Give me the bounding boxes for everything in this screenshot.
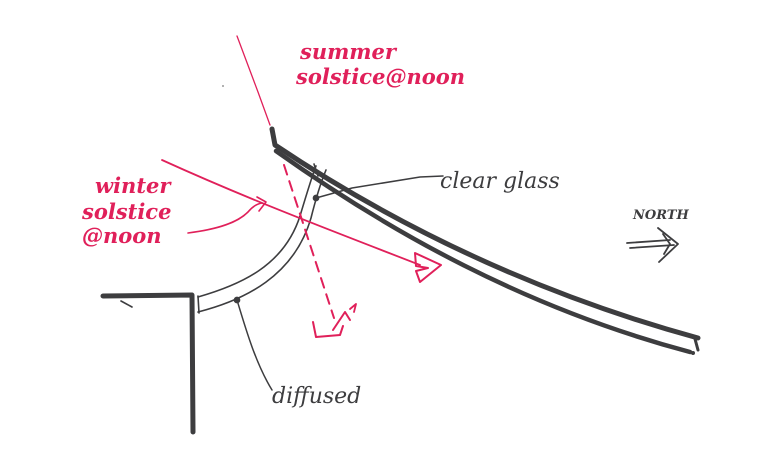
wall-floor-line — [100, 292, 196, 435]
pen-mark — [120, 300, 133, 308]
winter-solstice-label-line2: solstice — [81, 199, 171, 224]
diffused-label: diffused — [272, 384, 361, 409]
summer-solstice-label-line1: summer — [299, 39, 398, 64]
summer-ray-dashed — [283, 164, 335, 319]
glazing-top-cap — [313, 163, 319, 177]
glazing-bottom-cap — [197, 295, 200, 314]
sun-rays — [161, 35, 442, 338]
roof-line-lower — [273, 148, 693, 355]
winter-ray — [161, 159, 421, 266]
diffused-leader-dot — [233, 296, 241, 304]
roof-end-tick — [693, 337, 700, 352]
winter-leader — [187, 202, 263, 234]
north-label: NORTH — [632, 208, 689, 223]
north-arrow-icon — [626, 227, 679, 263]
roof-line-upper — [269, 126, 701, 341]
winter-arrowhead — [414, 252, 442, 283]
clear-glass-leader — [315, 175, 444, 199]
winter-solstice-label-line1: winter — [95, 173, 172, 198]
winter-leader-arrow — [256, 196, 267, 212]
summer-arrowhead — [312, 311, 351, 338]
summer-arrow-tick — [349, 303, 357, 313]
curved-glazing-outer — [197, 165, 317, 298]
roof-end-dot — [691, 351, 695, 355]
summer-ray — [236, 35, 271, 126]
stray-dot — [222, 85, 224, 87]
annotation-leaders — [233, 175, 444, 391]
diffused-leader — [236, 299, 273, 391]
clear-glass-label: clear glass — [440, 169, 560, 194]
winter-solstice-label-line3: @noon — [82, 223, 162, 248]
summer-solstice-label-line2: solstice@noon — [295, 64, 465, 89]
building-section — [100, 85, 701, 435]
clear-glass-leader-dot — [312, 194, 320, 202]
curved-glazing-inner — [197, 169, 327, 313]
